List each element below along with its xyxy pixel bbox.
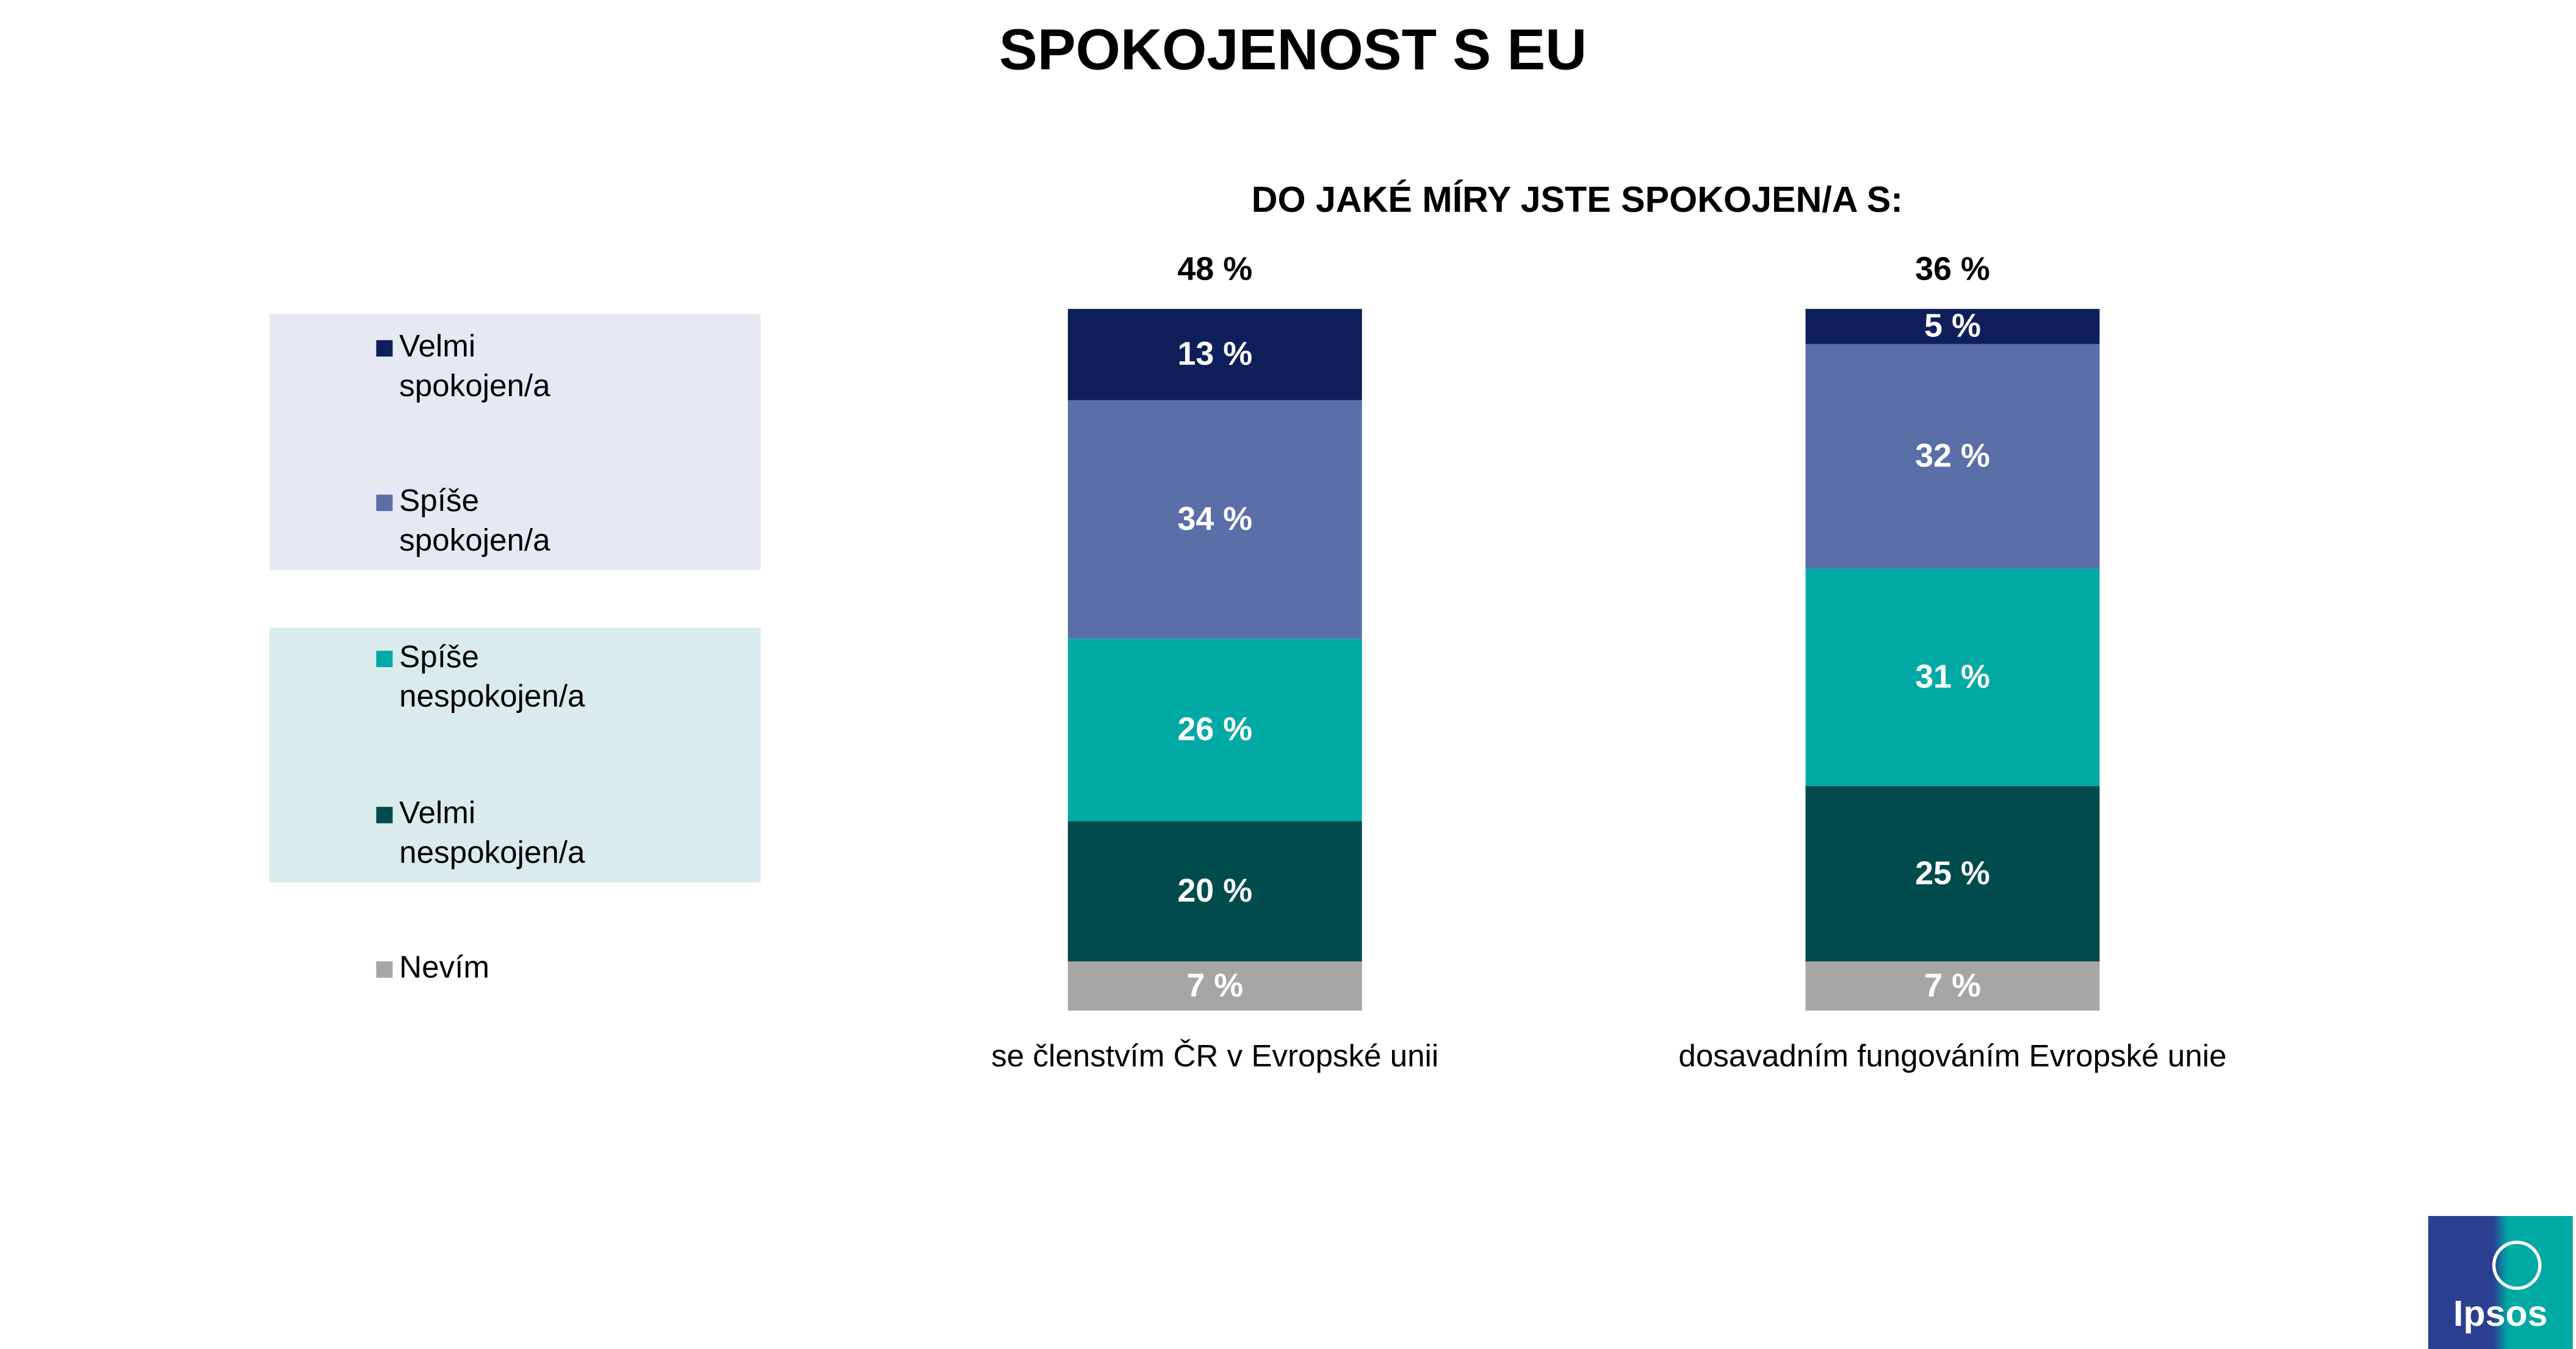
- data-label: 34 %: [1177, 501, 1252, 537]
- legend-group-box: [269, 627, 761, 883]
- bar-segment: [1805, 309, 2100, 344]
- bar-segment: [1067, 400, 1362, 639]
- data-label: 5 %: [1924, 308, 1981, 344]
- legend-label: Velmi nespokojen/a: [399, 797, 585, 871]
- legend-marker: [376, 494, 393, 512]
- bar-segment: [1067, 309, 1362, 400]
- logo-text: Ipsos: [2453, 1293, 2548, 1334]
- legend-marker: [376, 806, 393, 823]
- legend-label: Nevím: [399, 951, 489, 986]
- bar-segment: [1805, 961, 2100, 1011]
- chart-title: SPOKOJENOST S EU: [999, 18, 1587, 82]
- x-tick-label: dosavadním fungováním Evropské unie: [1678, 1038, 2226, 1073]
- legend-label: Spíše spokojen/a: [399, 485, 550, 559]
- data-label: 32 %: [1915, 437, 1990, 474]
- data-label: 7 %: [1186, 967, 1243, 1004]
- chart-subtitle: DO JAKÉ MÍRY JSTE SPOKOJEN/A S:: [1252, 179, 1903, 220]
- bar-segment: [1067, 821, 1362, 962]
- data-label: 20 %: [1177, 872, 1252, 909]
- total-label: 36 %: [1915, 250, 1990, 287]
- logo-emblem: [2492, 1240, 2542, 1290]
- data-label: 25 %: [1915, 855, 1990, 891]
- bar-segment: [1805, 568, 2100, 786]
- data-label: 26 %: [1177, 711, 1252, 748]
- bar-segment: [1067, 961, 1362, 1011]
- bar-segment: [1805, 344, 2100, 569]
- bar-segment: [1067, 638, 1362, 822]
- total-label: 48 %: [1177, 250, 1252, 287]
- x-tick-label: se členstvím ČR v Evropské unii: [991, 1038, 1438, 1073]
- legend-group-box: [269, 314, 761, 571]
- data-label: 31 %: [1915, 658, 1990, 695]
- legend-label: Velmi spokojen/a: [399, 330, 550, 405]
- legend-label: Spíše nespokojen/a: [399, 640, 585, 715]
- data-label: 7 %: [1924, 967, 1981, 1004]
- legend-marker: [376, 340, 393, 357]
- legend-marker: [376, 651, 393, 667]
- bar-segment: [1805, 786, 2100, 962]
- data-label: 13 %: [1177, 336, 1252, 372]
- legend-marker: [376, 961, 393, 978]
